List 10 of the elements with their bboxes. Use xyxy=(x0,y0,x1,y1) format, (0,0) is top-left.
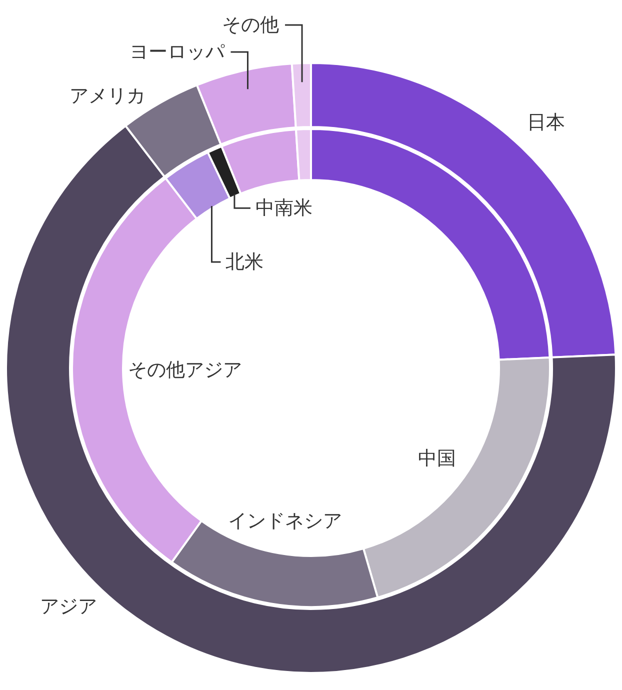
slice-label: 中南米 xyxy=(255,197,312,220)
slice-label: 日本 xyxy=(527,111,566,134)
slice-label: 北米 xyxy=(226,251,264,273)
slice-label: アメリカ xyxy=(69,84,146,107)
slice-label: 中国 xyxy=(418,447,456,470)
slice-label: アジア xyxy=(40,595,97,618)
slice-label: その他 xyxy=(222,14,280,36)
slice-label: その他アジア xyxy=(128,358,242,381)
slice-label: インドネシア xyxy=(228,510,342,532)
slice-label: ヨーロッパ xyxy=(130,41,226,63)
